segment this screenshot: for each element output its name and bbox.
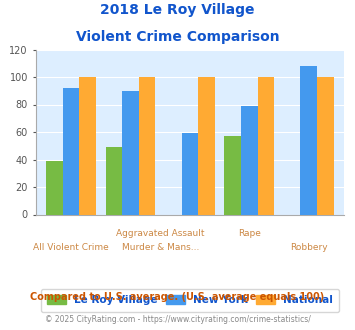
Bar xyxy=(63,88,80,214)
Text: Violent Crime Comparison: Violent Crime Comparison xyxy=(76,30,279,44)
Bar xyxy=(198,77,215,214)
Text: Robbery: Robbery xyxy=(290,243,328,251)
Bar xyxy=(80,77,96,214)
Text: 2018 Le Roy Village: 2018 Le Roy Village xyxy=(100,3,255,17)
Text: Compared to U.S. average. (U.S. average equals 100): Compared to U.S. average. (U.S. average … xyxy=(31,292,324,302)
Bar xyxy=(122,91,139,214)
Bar xyxy=(46,161,63,214)
Text: Aggravated Assault: Aggravated Assault xyxy=(116,229,204,238)
Bar xyxy=(317,77,334,214)
Text: All Violent Crime: All Violent Crime xyxy=(33,243,109,251)
Text: Rape: Rape xyxy=(238,229,261,238)
Bar xyxy=(182,133,198,214)
Legend: Le Roy Village, New York, National: Le Roy Village, New York, National xyxy=(40,289,339,312)
Bar xyxy=(258,77,274,214)
Bar xyxy=(300,66,317,214)
Bar xyxy=(139,77,155,214)
Bar xyxy=(105,147,122,214)
Text: © 2025 CityRating.com - https://www.cityrating.com/crime-statistics/: © 2025 CityRating.com - https://www.city… xyxy=(45,315,310,324)
Text: Murder & Mans...: Murder & Mans... xyxy=(121,243,199,251)
Bar xyxy=(241,106,258,214)
Bar xyxy=(224,136,241,214)
